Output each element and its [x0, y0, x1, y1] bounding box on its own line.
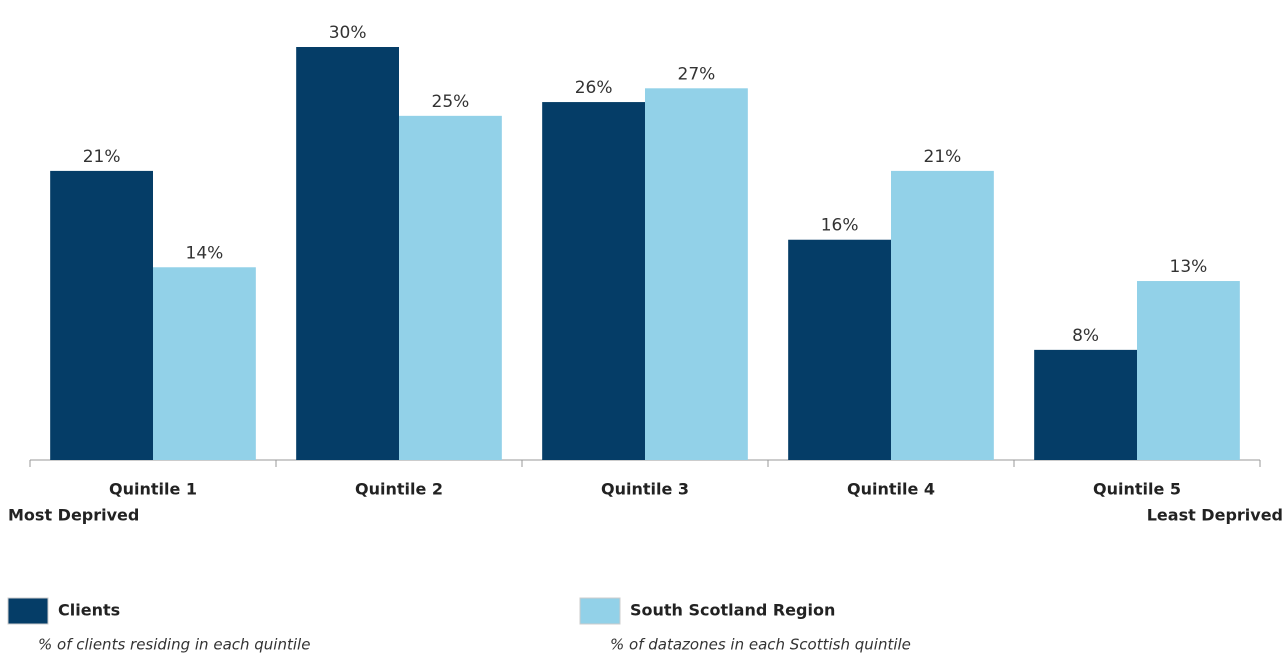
x-tick-label: Quintile 5 [1093, 480, 1181, 499]
legend-description: % of datazones in each Scottish quintile [610, 636, 911, 654]
data-label: 14% [186, 243, 224, 263]
bar [788, 239, 891, 460]
bar [296, 47, 399, 460]
data-label: 27% [678, 64, 716, 84]
bar [1137, 281, 1240, 460]
bar [542, 102, 645, 461]
bar [50, 170, 154, 460]
legend-label: Clients [58, 601, 120, 620]
bar [645, 88, 748, 461]
x-tick-label: Quintile 1 [109, 480, 197, 499]
data-label: 8% [1072, 326, 1099, 346]
x-tick-label: Quintile 3 [601, 480, 689, 499]
legend-swatch [579, 597, 621, 625]
bar [153, 267, 256, 460]
bar [1034, 349, 1137, 460]
data-label: 21% [924, 147, 962, 167]
legend-description: % of clients residing in each quintile [38, 636, 310, 654]
legend-swatch [7, 597, 49, 625]
annotation: Least Deprived [1147, 506, 1283, 525]
data-label: 21% [83, 147, 121, 167]
bar [891, 170, 994, 460]
bar [399, 115, 502, 460]
data-label: 26% [575, 78, 613, 98]
annotation: Most Deprived [8, 506, 139, 525]
data-label: 30% [329, 23, 367, 43]
data-label: 13% [1170, 257, 1208, 277]
data-label: 25% [432, 92, 470, 112]
data-label: 16% [821, 216, 859, 236]
legend-label: South Scotland Region [630, 601, 835, 620]
x-tick-label: Quintile 4 [847, 480, 935, 499]
x-tick-label: Quintile 2 [355, 480, 443, 499]
